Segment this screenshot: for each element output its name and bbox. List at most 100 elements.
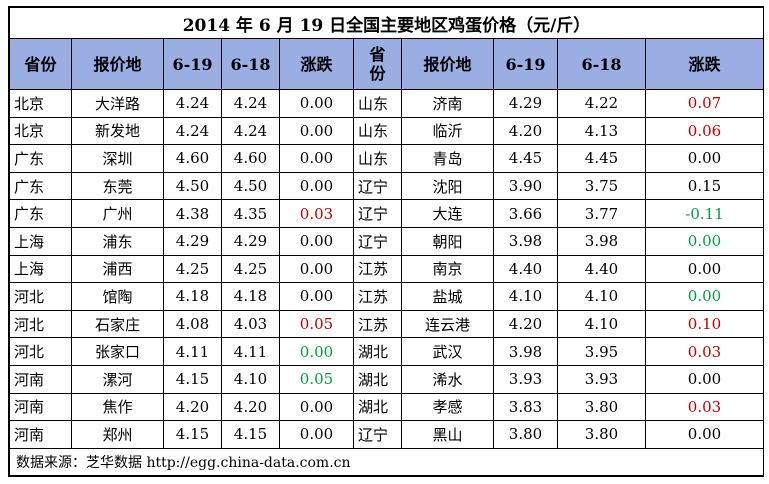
- province-cell: 河南: [9, 392, 72, 422]
- price-table-sheet: 2014 年 6 月 19 日全国主要地区鸡蛋价格（元/斤） 省份 报价地 6-…: [8, 6, 765, 477]
- change-cell-right: 0.00: [644, 420, 765, 449]
- price-6-18-cell: 4.15: [221, 420, 280, 449]
- price-6-19-cell: 4.50: [163, 171, 222, 201]
- header-change: 涨跌: [279, 38, 354, 90]
- price-6-18-cell-right: 4.13: [557, 116, 646, 146]
- price-6-18-cell-right: 3.77: [557, 199, 646, 228]
- price-6-19-cell-right: 3.80: [493, 420, 558, 449]
- table-row: 上海 浦东 4.29 4.29 0.00 辽宁 朝阳 3.98 3.98 0.00: [9, 226, 765, 256]
- location-cell: 浦西: [71, 254, 164, 284]
- price-6-19-cell-right: 4.40: [493, 254, 558, 284]
- price-6-19-cell: 4.11: [163, 337, 222, 366]
- province-cell: 广东: [9, 171, 72, 201]
- change-cell-right: -0.11: [644, 199, 765, 228]
- province-cell-right: 辽宁: [353, 171, 402, 201]
- change-cell: 0.00: [279, 337, 354, 366]
- table-row: 上海 浦西 4.25 4.25 0.00 江苏 南京 4.40 4.40 0.00: [9, 254, 765, 284]
- price-6-18-cell-right: 3.98: [557, 226, 646, 256]
- location-cell: 漯河: [71, 364, 164, 394]
- price-6-18-cell: 4.10: [221, 364, 280, 394]
- price-6-19-cell: 4.25: [163, 254, 222, 284]
- price-6-19-cell: 4.08: [163, 309, 222, 339]
- price-6-18-cell: 4.18: [221, 282, 280, 311]
- footer-row: 数据来源：芝华数据 http://egg.china-data.com.cn: [8, 447, 765, 476]
- price-6-18-cell: 4.20: [221, 392, 280, 422]
- location-cell: 石家庄: [71, 309, 164, 339]
- change-cell-right: 0.15: [644, 171, 765, 201]
- change-cell: 0.00: [279, 392, 354, 422]
- table-row: 河北 张家口 4.11 4.11 0.00 湖北 武汉 3.98 3.95 0.03: [9, 337, 765, 366]
- province-cell: 北京: [9, 89, 72, 118]
- change-cell-right: 0.03: [644, 337, 765, 366]
- price-6-18-cell: 4.25: [221, 254, 280, 284]
- province-cell: 河南: [9, 420, 72, 449]
- province-cell: 广东: [9, 144, 72, 173]
- province-cell: 上海: [9, 226, 72, 256]
- location-cell-right: 武汉: [401, 337, 494, 366]
- price-6-19-cell: 4.38: [163, 199, 222, 228]
- price-6-18-cell: 4.35: [221, 199, 280, 228]
- table-row: 河北 馆陶 4.18 4.18 0.00 江苏 盐城 4.10 4.10 0.00: [9, 282, 765, 311]
- price-6-19-cell-right: 4.45: [493, 144, 558, 173]
- change-cell: 0.00: [279, 144, 354, 173]
- price-6-18-cell-right: 4.45: [557, 144, 646, 173]
- location-cell-right: 盐城: [401, 282, 494, 311]
- price-6-18-cell-right: 4.22: [557, 89, 646, 118]
- location-cell-right: 青岛: [401, 144, 494, 173]
- price-6-18-cell: 4.29: [221, 226, 280, 256]
- location-cell: 浦东: [71, 226, 164, 256]
- province-cell-right: 湖北: [353, 337, 402, 366]
- province-cell: 北京: [9, 116, 72, 146]
- price-6-19-cell: 4.15: [163, 364, 222, 394]
- price-6-19-cell-right: 4.20: [493, 116, 558, 146]
- table-row: 广东 东莞 4.50 4.50 0.00 辽宁 沈阳 3.90 3.75 0.15: [9, 171, 765, 201]
- location-cell: 张家口: [71, 337, 164, 366]
- data-source-note: 数据来源：芝华数据 http://egg.china-data.com.cn: [8, 447, 765, 476]
- price-6-18-cell: 4.24: [221, 116, 280, 146]
- province-cell: 河北: [9, 282, 72, 311]
- price-6-18-cell-right: 3.80: [557, 420, 646, 449]
- province-cell-right: 江苏: [353, 282, 402, 311]
- table-title: 2014 年 6 月 19 日全国主要地区鸡蛋价格（元/斤）: [8, 7, 765, 39]
- price-6-18-cell-right: 3.75: [557, 171, 646, 201]
- title-row: 2014 年 6 月 19 日全国主要地区鸡蛋价格（元/斤）: [8, 7, 765, 39]
- price-6-18-cell: 4.60: [221, 144, 280, 173]
- price-6-19-cell: 4.18: [163, 282, 222, 311]
- location-cell-right: 浠水: [401, 364, 494, 394]
- price-6-19-cell: 4.24: [163, 116, 222, 146]
- change-cell-right: 0.00: [644, 364, 765, 394]
- location-cell: 馆陶: [71, 282, 164, 311]
- table-row: 北京 新发地 4.24 4.24 0.00 山东 临沂 4.20 4.13 0.06: [9, 116, 765, 146]
- province-cell-right: 山东: [353, 144, 402, 173]
- change-cell-right: 0.06: [644, 116, 765, 146]
- province-cell-right: 辽宁: [353, 226, 402, 256]
- price-6-19-cell-right: 3.66: [493, 199, 558, 228]
- province-cell-right: 江苏: [353, 309, 402, 339]
- price-6-19-cell-right: 3.98: [493, 226, 558, 256]
- header-date-1: 6-19: [163, 38, 222, 90]
- location-cell: 东莞: [71, 171, 164, 201]
- table-row: 河南 郑州 4.15 4.15 0.00 辽宁 黑山 3.80 3.80 0.00: [9, 420, 765, 449]
- change-cell: 0.00: [279, 116, 354, 146]
- province-cell-right: 山东: [353, 89, 402, 118]
- province-cell: 河南: [9, 364, 72, 394]
- location-cell-right: 孝感: [401, 392, 494, 422]
- table-row: 河南 焦作 4.20 4.20 0.00 湖北 孝感 3.83 3.80 0.03: [9, 392, 765, 422]
- price-6-18-cell-right: 3.95: [557, 337, 646, 366]
- location-cell: 郑州: [71, 420, 164, 449]
- price-6-19-cell-right: 4.29: [493, 89, 558, 118]
- province-cell-right: 江苏: [353, 254, 402, 284]
- change-cell-right: 0.00: [644, 254, 765, 284]
- change-cell: 0.00: [279, 171, 354, 201]
- table-row: 北京 大洋路 4.24 4.24 0.00 山东 济南 4.29 4.22 0.07: [9, 89, 765, 118]
- price-6-19-cell: 4.20: [163, 392, 222, 422]
- price-6-19-cell-right: 3.90: [493, 171, 558, 201]
- location-cell-right: 沈阳: [401, 171, 494, 201]
- province-cell: 广东: [9, 199, 72, 228]
- price-6-19-cell-right: 3.83: [493, 392, 558, 422]
- table-row: 河北 石家庄 4.08 4.03 0.05 江苏 连云港 4.20 4.10 0.10: [9, 309, 765, 339]
- price-6-19-cell: 4.24: [163, 89, 222, 118]
- price-6-19-cell-right: 3.93: [493, 364, 558, 394]
- header-date-1-right: 6-19: [493, 38, 558, 90]
- change-cell: 0.00: [279, 226, 354, 256]
